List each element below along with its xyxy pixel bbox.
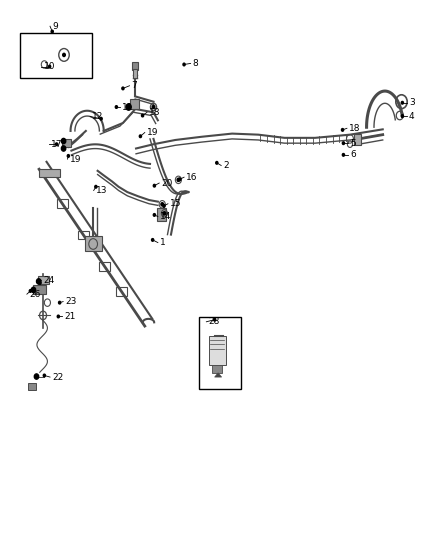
Circle shape: [216, 161, 218, 164]
Text: 20: 20: [161, 179, 173, 188]
Bar: [62, 139, 71, 148]
Circle shape: [401, 101, 403, 104]
Text: 23: 23: [65, 297, 77, 306]
Circle shape: [401, 115, 403, 117]
Text: 7: 7: [132, 81, 138, 90]
Text: 17: 17: [51, 140, 62, 149]
Text: 21: 21: [64, 312, 75, 321]
Circle shape: [115, 106, 117, 108]
Text: 13: 13: [96, 186, 107, 195]
Text: 28: 28: [208, 317, 220, 326]
Circle shape: [343, 154, 345, 156]
Circle shape: [343, 142, 345, 144]
Bar: [133, 69, 138, 78]
Circle shape: [43, 374, 46, 377]
Text: 8: 8: [193, 59, 198, 68]
Circle shape: [153, 214, 155, 216]
Circle shape: [214, 318, 216, 321]
Bar: [208, 336, 226, 365]
Text: 10: 10: [43, 62, 55, 71]
Bar: [212, 365, 222, 373]
Bar: [156, 208, 166, 221]
Circle shape: [152, 106, 155, 109]
Circle shape: [67, 155, 70, 157]
Circle shape: [31, 287, 35, 293]
Text: 22: 22: [52, 373, 64, 382]
Text: 2: 2: [223, 161, 229, 170]
Text: 26: 26: [29, 289, 40, 298]
Circle shape: [49, 65, 51, 68]
Text: 19: 19: [70, 155, 81, 164]
Circle shape: [95, 185, 97, 188]
Circle shape: [57, 315, 60, 318]
Text: 16: 16: [186, 173, 198, 182]
Bar: [99, 262, 110, 271]
Text: 15: 15: [170, 199, 182, 208]
Circle shape: [51, 30, 53, 33]
Circle shape: [61, 139, 66, 144]
Text: 19: 19: [147, 128, 159, 137]
Bar: [32, 285, 46, 294]
Bar: [85, 236, 102, 251]
Bar: [78, 231, 89, 239]
Text: 24: 24: [43, 276, 55, 285]
Circle shape: [122, 87, 124, 90]
Circle shape: [183, 63, 185, 66]
Bar: [117, 287, 127, 296]
Circle shape: [177, 178, 180, 181]
Text: 11: 11: [122, 102, 134, 111]
Text: 18: 18: [149, 108, 161, 117]
Text: 14: 14: [160, 212, 171, 221]
Text: 6: 6: [350, 150, 356, 159]
Circle shape: [141, 114, 144, 117]
Bar: [130, 99, 139, 109]
Circle shape: [61, 146, 66, 151]
Bar: [28, 383, 35, 390]
Circle shape: [179, 178, 181, 181]
Circle shape: [139, 135, 141, 138]
Text: 3: 3: [409, 98, 415, 107]
Circle shape: [29, 289, 32, 292]
Circle shape: [342, 128, 344, 131]
Circle shape: [163, 205, 165, 207]
Text: 18: 18: [349, 124, 360, 133]
Circle shape: [152, 239, 154, 241]
Bar: [39, 169, 60, 177]
Circle shape: [39, 281, 41, 284]
Bar: [20, 33, 92, 78]
Text: 9: 9: [52, 22, 58, 31]
Circle shape: [100, 117, 102, 120]
Text: 12: 12: [92, 112, 104, 121]
Bar: [38, 276, 49, 284]
Bar: [199, 317, 241, 389]
Bar: [57, 199, 67, 208]
Polygon shape: [215, 373, 222, 377]
Bar: [132, 62, 138, 70]
Text: 1: 1: [160, 238, 166, 247]
Circle shape: [56, 143, 58, 146]
Circle shape: [63, 53, 65, 56]
Circle shape: [161, 203, 163, 206]
Circle shape: [36, 279, 41, 284]
Bar: [354, 134, 361, 146]
Text: 4: 4: [409, 111, 414, 120]
Circle shape: [59, 301, 61, 304]
Text: 5: 5: [350, 139, 356, 148]
Circle shape: [153, 184, 155, 187]
Circle shape: [126, 104, 131, 110]
Circle shape: [34, 374, 39, 379]
Circle shape: [163, 212, 166, 215]
